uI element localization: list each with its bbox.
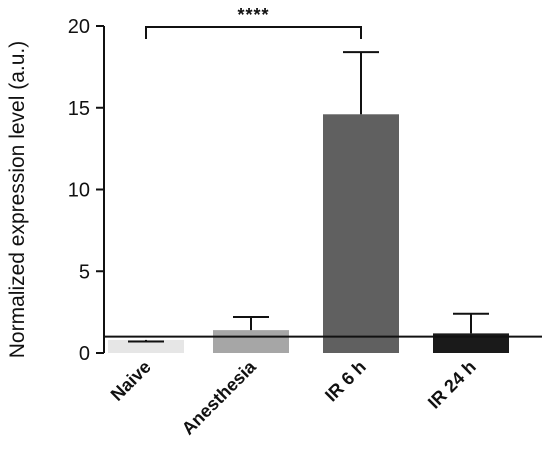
bar-anesthesia <box>213 330 289 353</box>
axes <box>96 25 105 354</box>
error-bars <box>128 51 489 343</box>
significance-bracket <box>145 26 362 39</box>
y-tick-label: 15 <box>68 98 90 120</box>
y-tick-label: 20 <box>68 16 90 38</box>
y-tick-label: 10 <box>68 180 90 202</box>
y-tick-label: 5 <box>79 261 90 283</box>
x-tick-label: IR 6 h <box>321 357 370 406</box>
x-tick-label: Naive <box>107 357 155 405</box>
y-tick-label: 0 <box>79 343 90 365</box>
significance-label: **** <box>237 5 269 25</box>
bar-ir-24-h <box>433 333 509 353</box>
x-tick-label: Anesthesia <box>178 356 261 439</box>
labels: 0 5 10 15 20 Naive Anesthesia IR 6 h IR 24 h <box>68 16 480 439</box>
bar-ir-6-h <box>323 114 399 353</box>
x-tick-label: IR 24 h <box>424 357 480 413</box>
y-axis-label: Normalized expression level (a.u.) <box>6 41 29 358</box>
significance-group: **** <box>145 5 362 39</box>
bar-naive <box>108 339 184 353</box>
bars <box>108 114 509 353</box>
